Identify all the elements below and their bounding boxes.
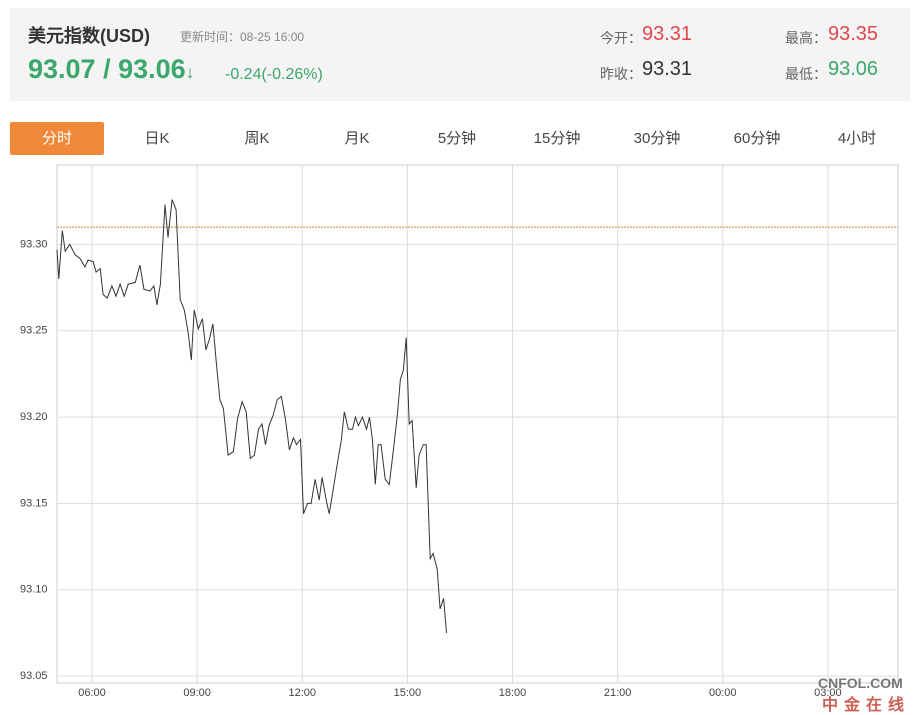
quote-header: 美元指数(USD) 更新时间：08-25 16:00 93.07 / 93.06…: [10, 8, 910, 101]
update-time: 更新时间：08-25 16:00: [180, 30, 305, 44]
open-label: 今开：: [600, 30, 642, 46]
price: 93.07 / 93.06↓: [28, 54, 195, 85]
watermark-brand: CNFOL.COM: [818, 675, 903, 691]
title: 美元指数(USD): [28, 26, 150, 46]
watermark-name: 中金在线: [822, 697, 911, 714]
x-tick-label: 12:00: [289, 687, 317, 699]
y-tick-label: 93.10: [20, 584, 48, 596]
tab[interactable]: 30分钟: [633, 130, 681, 147]
y-tick-label: 93.05: [20, 670, 48, 682]
tab[interactable]: 周K: [244, 130, 270, 147]
high: 93.35: [828, 23, 879, 45]
tab[interactable]: 分时: [10, 122, 104, 155]
x-tick-label: 09:00: [183, 687, 211, 699]
low: 93.06: [828, 58, 879, 80]
tab[interactable]: 月K: [344, 130, 370, 147]
open: 93.31: [642, 23, 693, 45]
y-tick-label: 93.25: [20, 325, 48, 337]
x-tick-label: 06:00: [78, 687, 106, 699]
x-tick-label: 18:00: [499, 687, 527, 699]
plot-frame: [56, 164, 899, 684]
y-tick-label: 93.30: [20, 238, 48, 250]
x-tick-label: 00:00: [709, 687, 737, 699]
price-line: [56, 199, 447, 633]
prev: 93.31: [642, 58, 693, 80]
tab[interactable]: 5分钟: [437, 130, 477, 147]
x-tick-label: 15:00: [394, 687, 422, 699]
y-tick-label: 93.15: [20, 497, 48, 509]
tab[interactable]: 60分钟: [733, 130, 781, 147]
tab[interactable]: 4小时: [837, 130, 877, 147]
tab[interactable]: 日K: [144, 130, 170, 147]
low-label: 最低：: [785, 66, 827, 82]
high-label: 最高：: [785, 30, 827, 46]
price-text: 93.07 / 93.06: [28, 54, 186, 84]
change: -0.24(-0.26%): [225, 66, 323, 83]
y-tick-label: 93.20: [20, 411, 48, 423]
x-tick-label: 21:00: [604, 687, 632, 699]
prev-label: 昨收：: [600, 66, 642, 82]
tab[interactable]: 15分钟: [533, 130, 581, 147]
x-tick-label: 03:00: [814, 687, 842, 699]
arrow: ↓: [185, 62, 195, 82]
